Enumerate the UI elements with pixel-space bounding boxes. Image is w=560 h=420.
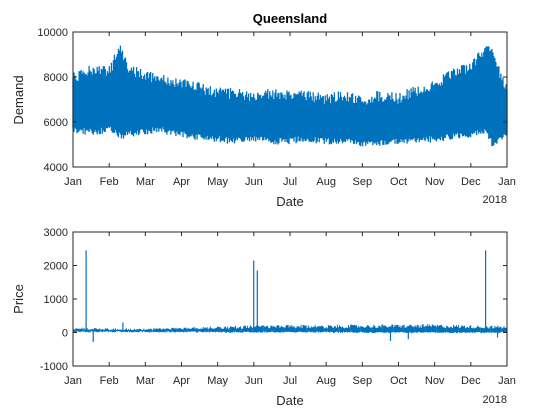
x-tick-label: May (207, 176, 228, 188)
price-y-ticks: -1000 0 1000 2000 3000 (40, 227, 507, 373)
y-tick-label: -1000 (40, 361, 68, 373)
x-tick-label: Mar (136, 375, 155, 387)
x-tick-label: Sep (353, 176, 373, 188)
x-tick-label: Jun (245, 375, 263, 387)
x-tick-label: Aug (316, 375, 336, 387)
x-tick-label: Jan (64, 375, 82, 387)
x-tick-label: Oct (390, 176, 407, 188)
x-tick-label: Aug (316, 176, 336, 188)
x-tick-label: Oct (390, 375, 407, 387)
y-tick-label: 0 (62, 328, 68, 340)
y-tick-label: 1000 (44, 294, 68, 306)
price-x-axis-label: Date (276, 393, 303, 408)
x-tick-label: Dec (461, 375, 481, 387)
demand-plot-area (72, 45, 508, 147)
demand-x-ticks: Jan Feb Mar Apr May Jun Jul Aug Sep Oct Nov Dec Jan (64, 32, 516, 188)
x-tick-label: Jul (283, 375, 297, 387)
demand-y-axis-label: Demand (11, 75, 26, 124)
price-y-axis-label: Price (11, 284, 26, 314)
x-tick-label: Jan (498, 375, 516, 387)
x-tick-label: Jul (283, 176, 297, 188)
price-x-secondary-label: 2018 (483, 394, 507, 406)
x-tick-label: Dec (461, 176, 481, 188)
price-axes-box (72, 231, 508, 367)
x-tick-label: Mar (136, 176, 155, 188)
demand-chart: Queensland 4000 6000 8000 10000 Jan Feb Mar Ap… (11, 11, 516, 209)
demand-x-axis-label: Date (276, 194, 303, 209)
y-tick-label: 2000 (44, 261, 68, 273)
x-tick-label: May (207, 375, 228, 387)
x-tick-label: Jan (64, 176, 82, 188)
price-plot-area (72, 250, 508, 342)
price-chart: -1000 0 1000 2000 3000 Jan Feb Mar Apr May Jun Jul… (11, 227, 516, 408)
demand-y-ticks: 4000 6000 8000 10000 (37, 27, 507, 174)
y-tick-label: 3000 (44, 227, 68, 239)
y-tick-label: 4000 (44, 162, 68, 174)
x-tick-label: Nov (425, 176, 445, 188)
demand-chart-title: Queensland (253, 11, 327, 26)
x-tick-label: Apr (173, 375, 190, 387)
demand-x-secondary-label: 2018 (483, 194, 507, 206)
x-tick-label: Feb (100, 176, 119, 188)
x-tick-label: Apr (173, 176, 190, 188)
x-tick-label: Jun (245, 176, 263, 188)
price-series-line (72, 324, 508, 334)
price-x-ticks: Jan Feb Mar Apr May Jun Jul Aug Sep Oct Nov Dec Jan (64, 232, 516, 387)
demand-series-line (72, 45, 508, 147)
x-tick-label: Feb (100, 375, 119, 387)
y-tick-label: 8000 (44, 72, 68, 84)
y-tick-label: 10000 (37, 27, 68, 39)
x-tick-label: Jan (498, 176, 516, 188)
x-tick-label: Nov (425, 375, 445, 387)
x-tick-label: Sep (353, 375, 373, 387)
y-tick-label: 6000 (44, 117, 68, 129)
